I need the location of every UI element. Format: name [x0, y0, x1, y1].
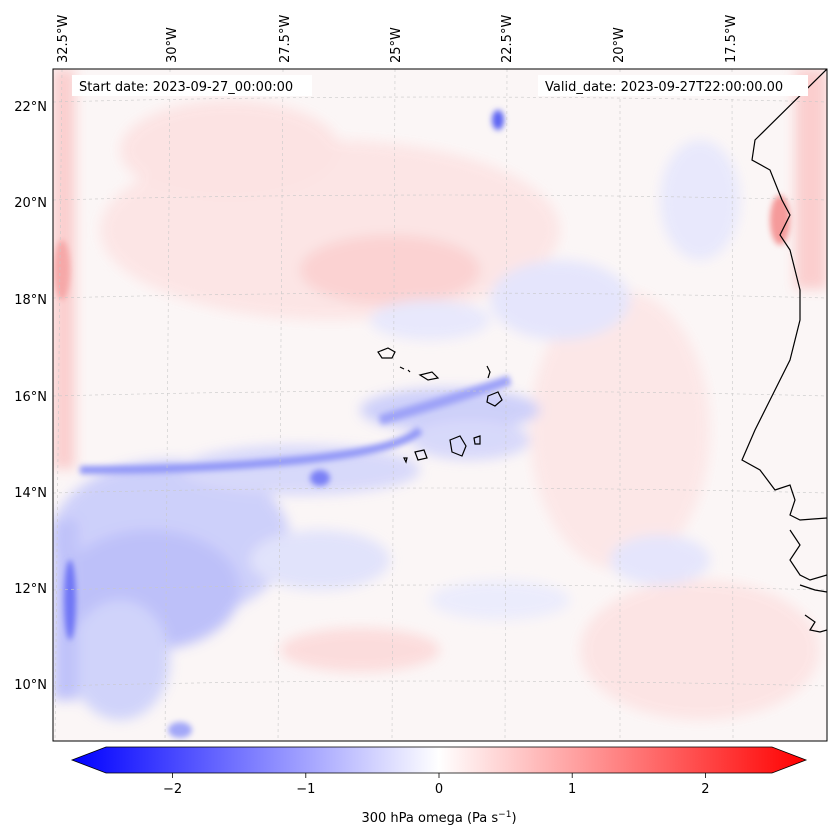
colorbar-tick-label: −2: [163, 782, 182, 797]
longitude-labels: 32.5°W 30°W 27.5°W 25°W 22.5°W 20°W 17.5…: [56, 15, 739, 63]
colorbar: −2 −1 0 1 2 300 hPa omega (Pa s−1): [70, 746, 808, 826]
lat-label: 10°N: [14, 678, 47, 693]
start-date-box: [72, 75, 312, 96]
lat-label: 14°N: [14, 486, 47, 501]
lat-label: 20°N: [14, 196, 47, 211]
valid-date-box: [538, 75, 808, 96]
lon-label: 25°W: [389, 27, 404, 63]
lat-label: 16°N: [14, 390, 47, 405]
start-date-text: Start date: 2023-09-27_00:00:00: [79, 80, 293, 95]
colorbar-ticks: −2 −1 0 1 2: [163, 773, 710, 797]
colorbar-label: 300 hPa omega (Pa s−1): [361, 810, 516, 826]
lat-label: 12°N: [14, 582, 47, 597]
valid-date-text: Valid_date: 2023-09-27T22:00:00.00: [545, 80, 783, 95]
lat-label: 22°N: [14, 100, 47, 115]
lon-label: 22.5°W: [500, 15, 515, 63]
lon-label: 20°W: [612, 27, 627, 63]
coastlines: [377, 69, 827, 633]
omega-field: [53, 69, 827, 741]
lon-label: 17.5°W: [724, 15, 739, 63]
colorbar-bar: [70, 746, 808, 774]
colorbar-tick-label: 1: [568, 782, 576, 797]
colorbar-tick-label: 2: [701, 782, 709, 797]
colorbar-tick-label: 0: [435, 782, 443, 797]
lon-label: 27.5°W: [278, 15, 293, 63]
latitude-labels: 22°N 20°N 18°N 16°N 14°N 12°N 10°N: [14, 100, 47, 693]
colorbar-tick-label: −1: [296, 782, 315, 797]
graticule: [53, 69, 827, 741]
map-border: [52, 68, 828, 742]
lon-label: 30°W: [165, 27, 180, 63]
lon-label: 32.5°W: [56, 15, 71, 63]
lat-label: 18°N: [14, 293, 47, 308]
